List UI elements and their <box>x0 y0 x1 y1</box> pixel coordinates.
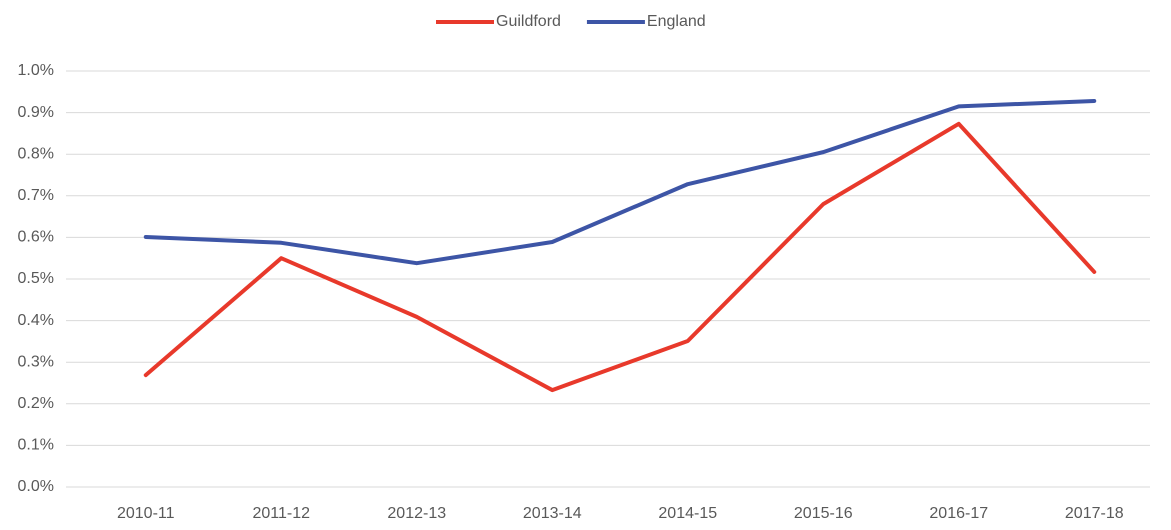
y-tick-label: 0.3% <box>18 353 54 370</box>
y-tick-label: 0.5% <box>18 270 54 287</box>
y-tick-label: 1.0% <box>18 62 54 79</box>
series-line <box>143 121 1097 393</box>
x-tick-label: 2017-18 <box>1065 505 1124 522</box>
x-tick-label: 2016-17 <box>929 505 988 522</box>
y-tick-label: 0.6% <box>18 229 54 246</box>
x-tick-label: 2011-12 <box>252 505 310 522</box>
x-tick-label: 2015-16 <box>794 505 853 522</box>
y-tick-label: 0.9% <box>18 104 54 121</box>
legend-label: Guildford <box>496 13 561 30</box>
y-tick-label: 0.8% <box>18 145 54 162</box>
legend-label: England <box>647 13 706 30</box>
y-tick-label: 0.0% <box>18 478 54 495</box>
x-tick-label: 2013-14 <box>523 505 582 522</box>
y-tick-label: 0.7% <box>18 187 54 204</box>
series-line <box>143 98 1097 266</box>
x-tick-label: 2014-15 <box>658 505 717 522</box>
x-tick-label: 2012-13 <box>387 505 446 522</box>
y-tick-label: 0.4% <box>18 312 54 329</box>
y-tick-label: 0.1% <box>18 437 54 454</box>
y-tick-label: 0.2% <box>18 395 54 412</box>
x-tick-label: 2010-11 <box>117 505 175 522</box>
